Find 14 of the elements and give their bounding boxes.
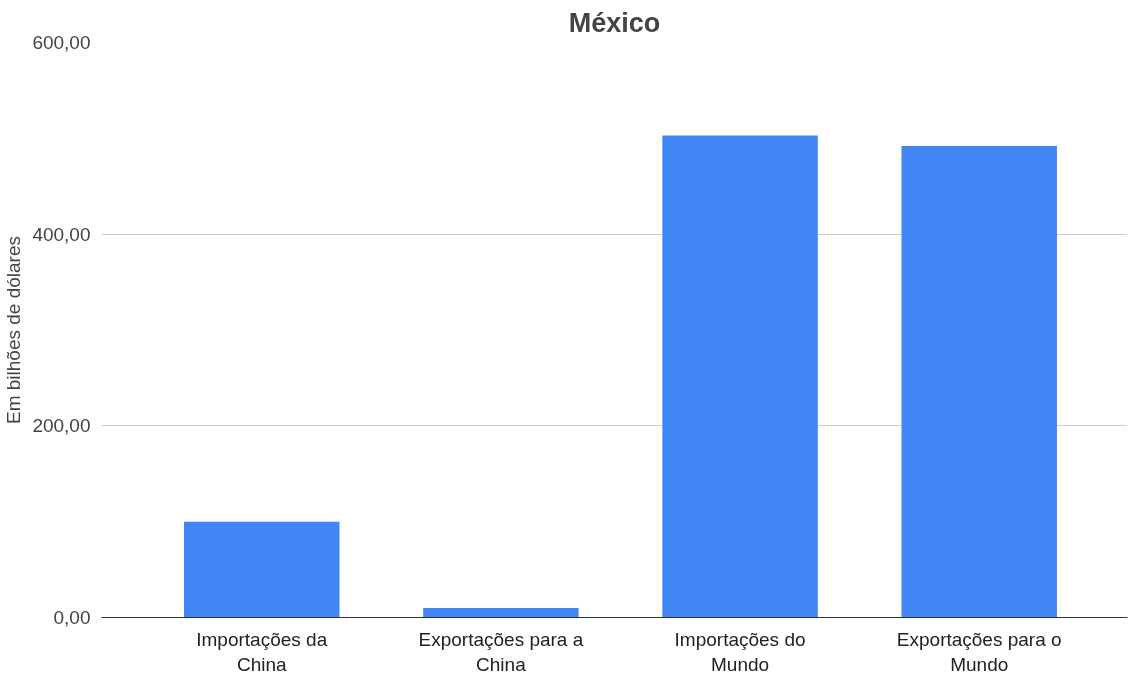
y-tick-label: 0,00 xyxy=(53,607,91,628)
bar xyxy=(184,521,340,618)
x-tick-label: Exportações para a China xyxy=(418,628,584,675)
x-tick-label: Importações do Mundo xyxy=(674,628,806,675)
x-tick-label: Exportações para o Mundo xyxy=(896,628,1062,675)
y-tick-label: 600,00 xyxy=(32,32,91,53)
bar xyxy=(901,146,1057,618)
bar xyxy=(662,135,818,618)
chart-title: México xyxy=(568,7,661,38)
y-tick-label: 200,00 xyxy=(32,415,91,437)
x-tick-label: Importações da China xyxy=(196,628,328,675)
y-axis-title: Em bilhões de dólares xyxy=(3,236,25,424)
bar xyxy=(423,607,579,618)
y-tick-label: 400,00 xyxy=(32,223,91,245)
